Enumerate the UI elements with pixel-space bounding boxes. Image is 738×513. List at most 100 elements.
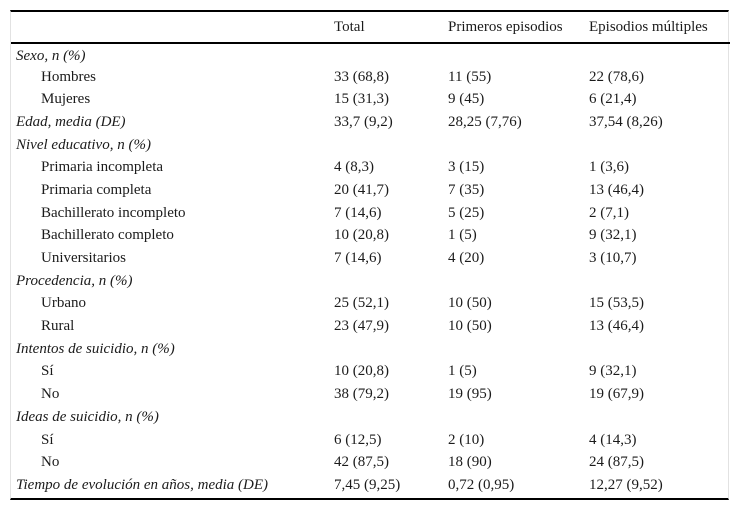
header-row: Total Primeros episodios Episodios múlti… xyxy=(11,12,730,43)
column-header-primeros-episodios: Primeros episodios xyxy=(448,18,563,35)
cell-value: 0,72 (0,95) xyxy=(448,476,515,493)
table-row: Intentos de suicidio, n (%) xyxy=(11,338,730,361)
cell-value: 15 (53,5) xyxy=(589,295,644,312)
cell-value: 11 (55) xyxy=(448,68,492,85)
column-header-empty xyxy=(11,12,334,43)
cell-value: 4 (14,3) xyxy=(589,431,637,448)
table-row: Bachillerato completo 10 (20,8) 1 (5) 9 (32… xyxy=(11,225,730,248)
row-label: Primaria incompleta xyxy=(41,159,164,176)
table-row: Sexo, n (%) xyxy=(11,43,730,66)
cell-value: 7 (14,6) xyxy=(334,204,382,221)
cell-value xyxy=(334,134,448,157)
cell-value: 10 (20,8) xyxy=(334,227,389,244)
cell-value: 10 (20,8) xyxy=(334,363,389,380)
table-row: No 38 (79,2) 19 (95) 19 (67,9) xyxy=(11,383,730,406)
cell-value: 18 (90) xyxy=(448,454,492,471)
cell-value: 25 (52,1) xyxy=(334,295,389,312)
cell-value: 23 (47,9) xyxy=(334,318,389,335)
row-label: Universitarios xyxy=(41,250,126,267)
row-label: No xyxy=(41,386,60,403)
cell-value: 2 (10) xyxy=(448,431,485,448)
cell-value: 13 (46,4) xyxy=(589,181,644,198)
cell-value: 20 (41,7) xyxy=(334,181,389,198)
cell-value: 9 (32,1) xyxy=(589,227,637,244)
table-row: Procedencia, n (%) xyxy=(11,270,730,293)
table-row: Sí 10 (20,8) 1 (5) 9 (32,1) xyxy=(11,361,730,384)
cell-value xyxy=(589,406,730,429)
row-label: Sexo, n (%) xyxy=(16,47,86,64)
row-label: Edad, media (DE) xyxy=(16,113,126,130)
cell-value xyxy=(589,270,730,293)
cell-value: 7,45 (9,25) xyxy=(334,476,401,493)
cell-value: 22 (78,6) xyxy=(589,68,644,85)
cell-value: 10 (50) xyxy=(448,318,492,335)
cell-value xyxy=(334,270,448,293)
row-label: No xyxy=(41,454,60,471)
table-row: Primaria incompleta 4 (8,3) 3 (15) 1 (3,6) xyxy=(11,156,730,179)
cell-value: 24 (87,5) xyxy=(589,454,644,471)
table-row: Nivel educativo, n (%) xyxy=(11,134,730,157)
cell-value: 3 (10,7) xyxy=(589,250,637,267)
cell-value xyxy=(334,338,448,361)
cell-value: 4 (20) xyxy=(448,250,485,267)
cell-value xyxy=(448,338,589,361)
cell-value: 33 (68,8) xyxy=(334,68,389,85)
cell-value: 7 (35) xyxy=(448,181,485,198)
table-body: Sexo, n (%) Hombres 33 (68,8) 11 (55) 22 (78… xyxy=(11,43,730,497)
cell-value: 15 (31,3) xyxy=(334,91,389,108)
row-label: Rural xyxy=(41,318,75,335)
cell-value: 38 (79,2) xyxy=(334,386,389,403)
table-row: Tiempo de evolución en años, media (DE) 7… xyxy=(11,474,730,497)
cell-value: 28,25 (7,76) xyxy=(448,113,522,130)
row-label: Sí xyxy=(41,363,54,380)
cell-value: 9 (45) xyxy=(448,91,485,108)
cell-value: 7 (14,6) xyxy=(334,250,382,267)
cell-value xyxy=(589,338,730,361)
cell-value: 4 (8,3) xyxy=(334,159,374,176)
table-row: Rural 23 (47,9) 10 (50) 13 (46,4) xyxy=(11,315,730,338)
table-row: Bachillerato incompleto 7 (14,6) 5 (25) 2 (… xyxy=(11,202,730,225)
row-label: Hombres xyxy=(41,68,96,85)
row-label: Ideas de suicidio, n (%) xyxy=(16,408,159,425)
cell-value: 2 (7,1) xyxy=(589,204,629,221)
table-row: Primaria completa 20 (41,7) 7 (35) 13 (46,4… xyxy=(11,179,730,202)
cell-value: 3 (15) xyxy=(448,159,485,176)
column-header-total: Total xyxy=(334,18,365,35)
row-label: Bachillerato completo xyxy=(41,227,174,244)
row-label: Primaria completa xyxy=(41,181,152,198)
row-label: Bachillerato incompleto xyxy=(41,204,186,221)
row-label: Intentos de suicidio, n (%) xyxy=(16,340,175,357)
cell-value xyxy=(448,43,589,66)
cell-value xyxy=(448,406,589,429)
cell-value: 6 (12,5) xyxy=(334,431,382,448)
cell-value xyxy=(334,406,448,429)
cell-value xyxy=(448,270,589,293)
cell-value: 6 (21,4) xyxy=(589,91,637,108)
cell-value: 42 (87,5) xyxy=(334,454,389,471)
cell-value: 9 (32,1) xyxy=(589,363,637,380)
cell-value: 19 (95) xyxy=(448,386,492,403)
cell-value xyxy=(589,134,730,157)
row-label: Tiempo de evolución en años, media (DE) xyxy=(16,476,269,493)
row-label: Procedencia, n (%) xyxy=(16,272,133,289)
cell-value xyxy=(448,134,589,157)
table-row: Urbano 25 (52,1) 10 (50) 15 (53,5) xyxy=(11,293,730,316)
column-header-episodios-multiples: Episodios múltiples xyxy=(589,18,708,35)
cell-value: 13 (46,4) xyxy=(589,318,644,335)
cell-value: 37,54 (8,26) xyxy=(589,113,663,130)
cell-value: 12,27 (9,52) xyxy=(589,476,663,493)
table-row: Universitarios 7 (14,6) 4 (20) 3 (10,7) xyxy=(11,247,730,270)
table-row: No 42 (87,5) 18 (90) 24 (87,5) xyxy=(11,451,730,474)
cell-value: 5 (25) xyxy=(448,204,485,221)
row-label: Urbano xyxy=(41,295,86,312)
row-label: Nivel educativo, n (%) xyxy=(16,136,151,153)
table-row: Ideas de suicidio, n (%) xyxy=(11,406,730,429)
cell-value: 10 (50) xyxy=(448,295,492,312)
table-row: Hombres 33 (68,8) 11 (55) 22 (78,6) xyxy=(11,66,730,89)
cell-value: 1 (3,6) xyxy=(589,159,629,176)
cell-value: 19 (67,9) xyxy=(589,386,644,403)
row-label: Sí xyxy=(41,431,54,448)
table-row: Mujeres 15 (31,3) 9 (45) 6 (21,4) xyxy=(11,88,730,111)
cell-value xyxy=(334,43,448,66)
table-row: Sí 6 (12,5) 2 (10) 4 (14,3) xyxy=(11,429,730,452)
